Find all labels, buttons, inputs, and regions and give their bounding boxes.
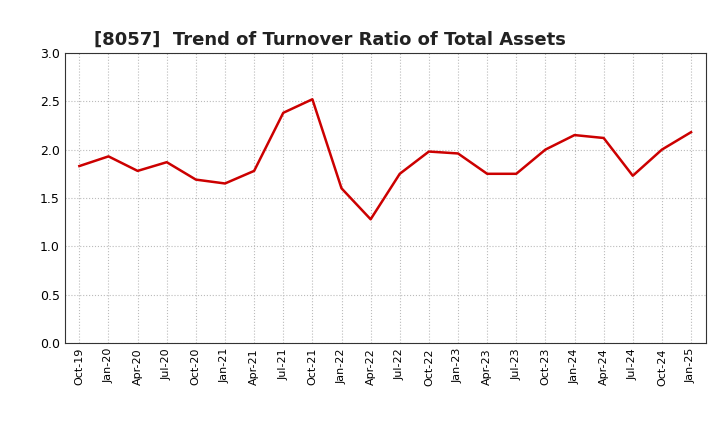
- Text: [8057]  Trend of Turnover Ratio of Total Assets: [8057] Trend of Turnover Ratio of Total …: [94, 31, 565, 49]
